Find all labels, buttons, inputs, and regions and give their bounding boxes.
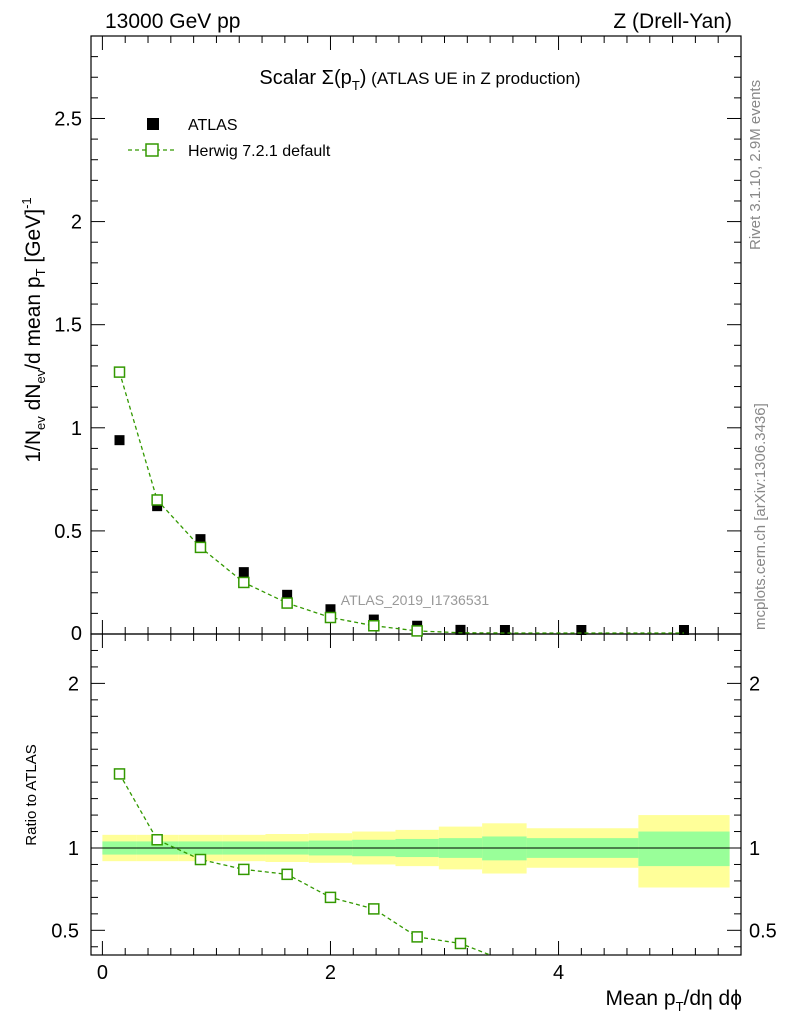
herwig-ratio-line	[118, 773, 491, 956]
rivet-label: Rivet 3.1.10, 2.9M events	[747, 80, 764, 250]
ratio-ytick-label-right: 0.5	[749, 920, 777, 942]
x-tick-label: 2	[325, 962, 336, 984]
herwig-main-point	[324, 611, 337, 624]
ratio-ytick-label-right: 2	[749, 673, 760, 695]
plot-title: Scalar Σ(pT) (ATLAS UE in Z production)	[259, 67, 580, 93]
herwig-main-point	[368, 620, 380, 632]
atlas-data-point	[499, 625, 510, 635]
herwig-main-point	[113, 366, 126, 378]
ratio-ytick-label-left: 0.5	[51, 920, 79, 942]
xlabel-p1: Mean p	[606, 987, 676, 1010]
herwig-ratio-point	[324, 891, 337, 904]
ylabel-p1: 1/N	[22, 430, 45, 463]
process-label: Z (Drell-Yan)	[613, 10, 732, 33]
atlas-data-point	[678, 625, 689, 635]
herwig-ratio-point	[454, 937, 467, 950]
ylabel-s3: T	[33, 268, 48, 276]
atlas-data-point	[282, 589, 293, 600]
chart-marks: 0.5 1 1.5 2 2.5 0 0 2 4 0.5 0.5 1 1 2 2	[51, 35, 777, 984]
xlabel-s1: T	[676, 999, 684, 1014]
herwig-main-point	[238, 576, 250, 589]
ratio-inner-band	[638, 831, 730, 867]
ylabel-sup: -1	[19, 197, 34, 209]
ratio-ytick-label-right: 1	[749, 838, 760, 860]
x-tick-label: 0	[97, 962, 108, 984]
title-sigma: Σ(p	[322, 67, 352, 89]
atlas-data-point	[325, 604, 336, 615]
title-suffix: (ATLAS UE in Z production)	[366, 69, 580, 88]
ratio-axis-label: Ratio to ATLAS	[23, 744, 40, 845]
atlas-data-point	[195, 534, 206, 545]
herwig-ratio-point	[113, 768, 126, 780]
atlas-data-point	[455, 624, 466, 635]
atlas-data-point	[238, 567, 249, 578]
herwig-ratio-point	[151, 834, 163, 846]
ylabel-p3: /d mean p	[22, 276, 45, 369]
x-tick-label: 4	[553, 962, 564, 984]
main-ytick-label: 2.5	[54, 108, 82, 130]
legend-atlas-label: ATLAS	[188, 117, 238, 134]
analysis-watermark: ATLAS_2019_I1736531	[341, 592, 490, 608]
main-ytick-label: 0.5	[54, 521, 82, 543]
main-ytick-label: 1	[71, 418, 82, 440]
herwig-ratio-point	[238, 863, 250, 876]
herwig-ratio-point	[194, 853, 207, 866]
title-prefix: Scalar	[259, 67, 321, 89]
herwig-main-point	[411, 625, 423, 637]
atlas-data-point	[114, 435, 125, 446]
atlas-data-point	[152, 501, 163, 512]
ratio-frame	[90, 633, 742, 956]
title-close: )	[360, 67, 367, 89]
title-sub: T	[352, 78, 360, 93]
herwig-main-point	[281, 597, 293, 609]
xlabel-p2: /dη dϕ	[684, 987, 742, 1010]
main-ytick-label: 1.5	[54, 315, 82, 337]
herwig-main-point	[194, 541, 207, 554]
herwig-ratio-point	[411, 931, 423, 943]
x-axis-label: Mean pT/dη dϕ	[606, 987, 742, 1014]
herwig-ratio-point	[281, 868, 293, 881]
ylabel-p2: dN	[22, 384, 45, 417]
herwig-main-point	[151, 494, 163, 506]
herwig-ratio-point	[368, 903, 380, 915]
ratio-ytick-label-left: 1	[68, 838, 79, 860]
y-axis-label: 1/Nev dNev/d mean pT [GeV]-1	[19, 197, 48, 462]
mcplots-label: mcplots.cern.ch [arXiv:1306.3436]	[752, 403, 769, 630]
ratio-ytick-label-left: 2	[68, 673, 79, 695]
legend-herwig-marker	[145, 143, 159, 157]
legend-atlas-marker	[147, 118, 159, 130]
main-ytick-zero-label: 0	[71, 623, 82, 645]
ylabel-s1: ev	[33, 416, 48, 430]
atlas-data-point	[368, 614, 379, 625]
ylabel-p4: [GeV]	[22, 209, 45, 269]
atlas-data-point	[576, 625, 587, 635]
herwig-main-line	[118, 371, 684, 634]
main-ytick-label: 2	[71, 212, 82, 234]
energy-label: 13000 GeV pp	[105, 10, 240, 33]
ylabel-s2: ev	[33, 369, 48, 383]
legend-herwig-label: Herwig 7.2.1 default	[188, 143, 331, 160]
legend: ATLAS Herwig 7.2.1 default	[128, 117, 331, 160]
